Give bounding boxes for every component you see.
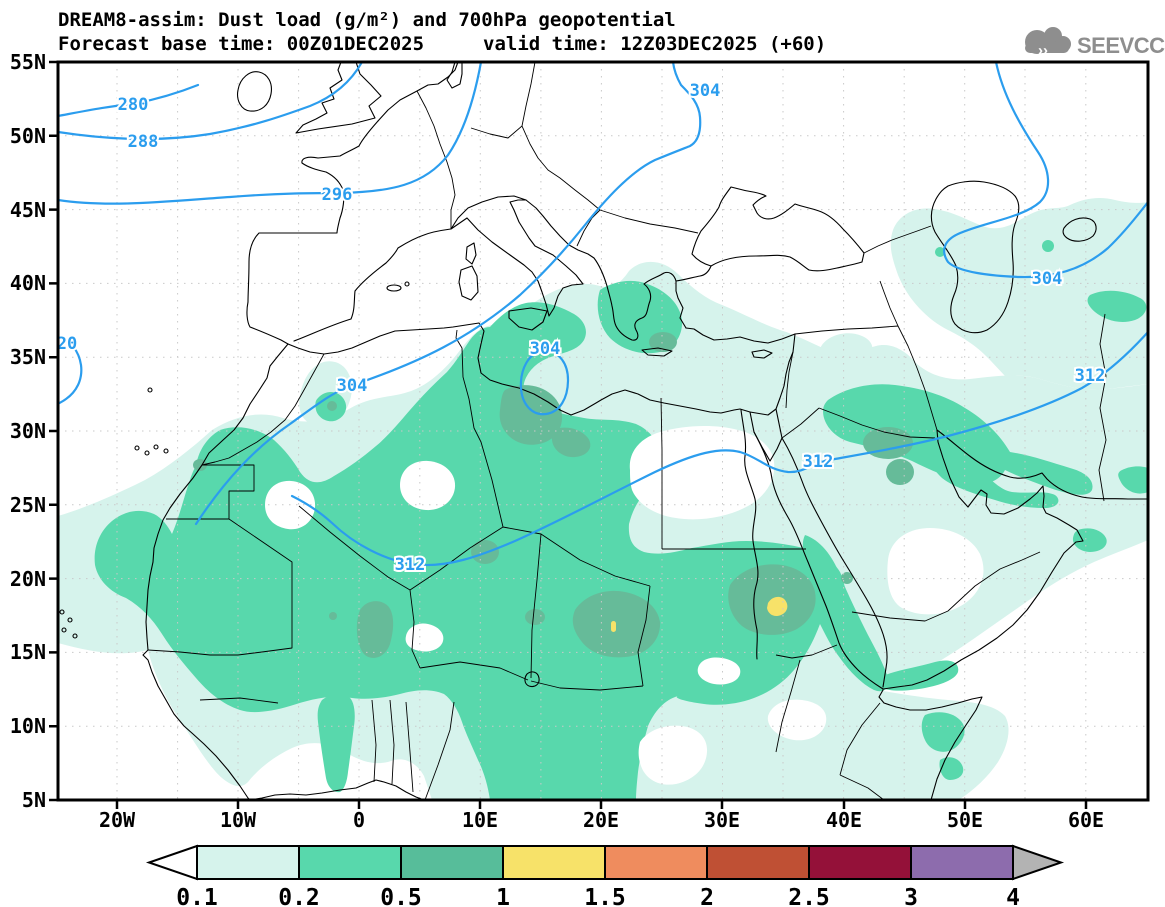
lat-label: 25N — [10, 493, 46, 517]
contour-label-288: 288 — [128, 132, 159, 152]
colorbar-seg-7 — [808, 845, 912, 880]
lat-label: 35N — [10, 345, 46, 369]
valid-time: valid time: 12Z03DEC2025 (+60) — [483, 33, 826, 55]
lat-label: 55N — [10, 50, 46, 74]
lat-label: 50N — [10, 124, 46, 148]
contour-labels: 280 288 296 304 304 304 304 312 312 312 … — [57, 79, 1107, 577]
colorbar-label: 0.1 — [176, 885, 218, 907]
lat-label: 15N — [10, 640, 46, 664]
lat-label: 10N — [10, 714, 46, 738]
colorbar-label: 2 — [700, 885, 714, 907]
colorbar-seg-5 — [604, 845, 708, 880]
lat-label: 30N — [10, 419, 46, 443]
lon-label: 60E — [1068, 808, 1104, 832]
lat-label: 20N — [10, 567, 46, 591]
contour-label-296: 296 — [322, 185, 353, 205]
cloud-chevrons: ›› — [1038, 42, 1048, 59]
contour-label-280: 280 — [118, 95, 149, 115]
country-borders — [147, 62, 1107, 800]
lon-label: 30E — [704, 808, 740, 832]
colorbar-seg-8 — [910, 845, 1014, 880]
colorbar-label: 1 — [496, 885, 510, 907]
colorbar-label: 1.5 — [584, 885, 626, 907]
colorbar-seg-4 — [502, 845, 606, 880]
dust-clear-holes — [265, 426, 1137, 785]
dust-layer-1.0 — [611, 596, 788, 632]
lat-label: 45N — [10, 198, 46, 222]
colorbar-seg-1 — [196, 845, 300, 880]
map-canvas: 280 288 296 304 304 304 304 312 312 312 … — [57, 62, 1148, 800]
colorbar-seg-6 — [706, 845, 810, 880]
lat-label: 5N — [22, 788, 46, 812]
colorbar: 0.1 0.2 0.5 1 1.5 2 2.5 3 4 — [145, 844, 1065, 907]
contour-label-312-west: 312 — [395, 555, 426, 575]
lon-label: 10E — [462, 808, 498, 832]
colorbar-label: 3 — [904, 885, 918, 907]
contour-label-320-clipped: 20 — [57, 334, 77, 354]
colorbar-label: 2.5 — [788, 885, 830, 907]
colorbar-seg-3 — [400, 845, 504, 880]
axis-ticks — [49, 60, 1088, 809]
figure-title: DREAM8-assim: Dust load (g/m²) and 700hP… — [58, 9, 676, 31]
contour-label-312-east: 312 — [1075, 366, 1106, 386]
forecast-base-time: Forecast base time: 00Z01DEC2025 — [58, 33, 424, 55]
contour-label-304-west: 304 — [337, 376, 368, 396]
lon-label: 50E — [947, 808, 983, 832]
colorbar-right-arrow — [1012, 844, 1065, 881]
colorbar-label: 0.2 — [278, 885, 320, 907]
lat-axis: 55N 50N 45N 40N 35N 30N 25N 20N 15N 10N … — [10, 50, 46, 812]
geopotential-contours — [58, 62, 1148, 567]
colorbar-label: 4 — [1006, 885, 1020, 907]
cloud-icon — [1025, 27, 1071, 54]
contour-label-312-egypt: 312 — [803, 452, 834, 472]
lon-axis: 20W 10W 0 10E 20E 30E 40E 50E 60E — [99, 808, 1104, 832]
colorbar-seg-2 — [298, 845, 402, 880]
colorbar-label: 0.5 — [380, 885, 422, 907]
contour-label-304-caspian: 304 — [1032, 269, 1063, 289]
lat-label: 40N — [10, 271, 46, 295]
contour-label-304-libya: 304 — [530, 339, 561, 359]
lon-label: 20W — [99, 808, 136, 832]
coastlines — [59, 62, 1148, 800]
lon-label: 0 — [353, 808, 365, 832]
lon-label: 10W — [220, 808, 257, 832]
lon-label: 40E — [826, 808, 862, 832]
logo-text: SEEVCCC — [1077, 33, 1165, 58]
seevccc-logo: ›› SEEVCCC — [1025, 27, 1165, 59]
contour-label-304-north: 304 — [690, 81, 721, 101]
lon-label: 20E — [583, 808, 619, 832]
colorbar-left-arrow — [145, 844, 198, 881]
